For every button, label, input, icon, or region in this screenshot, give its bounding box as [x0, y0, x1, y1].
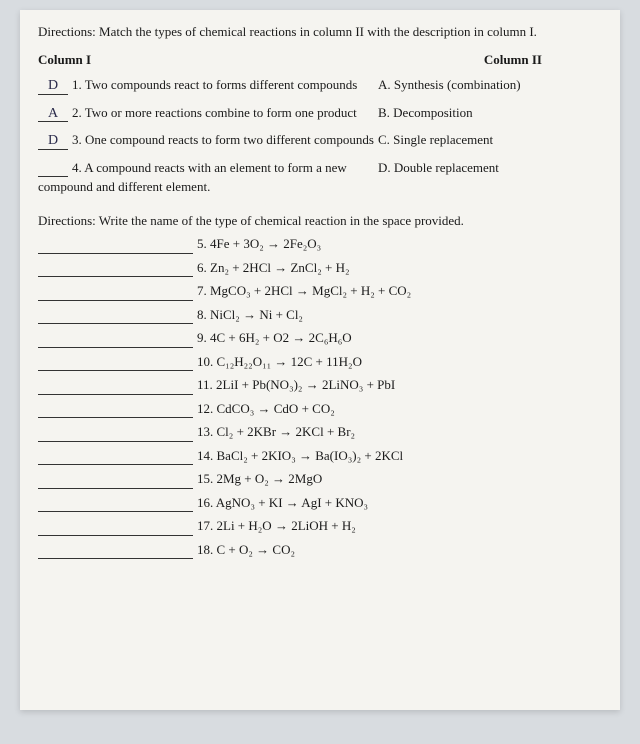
- reaction-answer-blank[interactable]: [38, 331, 193, 348]
- reaction-answer-blank[interactable]: [38, 401, 193, 418]
- match-description: Two compounds react to forms different c…: [85, 77, 358, 92]
- reaction-answer-blank[interactable]: [38, 260, 193, 277]
- reaction-answer-blank[interactable]: [38, 307, 193, 324]
- reaction-row: 17. 2Li + H₂O → 2LiOH + H₂: [38, 516, 602, 536]
- match-option: C. Single replacement: [378, 130, 602, 150]
- reaction-answer-blank[interactable]: [38, 495, 193, 512]
- reaction-equation: 14. BaCl₂ + 2KIO₃ → Ba(IO₃)₂ + 2KCl: [193, 446, 403, 466]
- directions-1: Directions: Match the types of chemical …: [38, 22, 602, 42]
- match-option: A. Synthesis (combination): [378, 75, 602, 95]
- match-option: B. Decomposition: [378, 103, 602, 123]
- reaction-answer-blank[interactable]: [38, 354, 193, 371]
- reaction-equation: 15. 2Mg + O₂ → 2MgO: [193, 469, 322, 489]
- reaction-row: 15. 2Mg + O₂ → 2MgO: [38, 469, 602, 489]
- col2-header: Column II: [484, 50, 542, 70]
- match-row: D 1. Two compounds react to forms differe…: [38, 75, 602, 95]
- column-headers: Column I Column II: [38, 50, 602, 70]
- match-number: 4.: [72, 160, 84, 175]
- reaction-answer-blank[interactable]: [38, 425, 193, 442]
- directions-2: Directions: Write the name of the type o…: [38, 211, 602, 231]
- match-description: One compound reacts to form two differen…: [85, 132, 374, 147]
- worksheet-page: Directions: Match the types of chemical …: [20, 10, 620, 710]
- answer-blank[interactable]: [38, 176, 68, 177]
- match-number: 1.: [72, 77, 85, 92]
- match-col1: D 3. One compound reacts to form two diff…: [38, 130, 378, 150]
- match-row: D 3. One compound reacts to form two diff…: [38, 130, 602, 150]
- answer-blank[interactable]: D: [38, 133, 68, 149]
- reaction-answer-blank[interactable]: [38, 378, 193, 395]
- col1-header: Column I: [38, 50, 91, 70]
- reaction-row: 6. Zn₂ + 2HCl → ZnCl₂ + H₂: [38, 258, 602, 278]
- reaction-equation: 6. Zn₂ + 2HCl → ZnCl₂ + H₂: [193, 258, 349, 278]
- answer-blank[interactable]: A: [38, 106, 68, 122]
- match-col1: 4. A compound reacts with an element to …: [38, 158, 378, 197]
- reaction-equation: 9. 4C + 6H₂ + O2 → 2C₆H₆O: [193, 328, 352, 348]
- match-number: 3.: [72, 132, 85, 147]
- reaction-row: 8. NiCl₂ → Ni + Cl₂: [38, 305, 602, 325]
- matching-section: D 1. Two compounds react to forms differe…: [38, 75, 602, 197]
- reaction-equation: 7. MgCO₃ + 2HCl → MgCl₂ + H₂ + CO₂: [193, 281, 411, 301]
- match-row: 4. A compound reacts with an element to …: [38, 158, 602, 197]
- reaction-row: 5. 4Fe + 3O₂ → 2Fe₂O₃: [38, 234, 602, 254]
- match-option: D. Double replacement: [378, 158, 602, 178]
- match-description: Two or more reactions combine to form on…: [85, 105, 357, 120]
- reaction-answer-blank[interactable]: [38, 237, 193, 254]
- match-col1: A 2. Two or more reactions combine to for…: [38, 103, 378, 123]
- reaction-equation: 5. 4Fe + 3O₂ → 2Fe₂O₃: [193, 234, 321, 254]
- reaction-row: 13. Cl₂ + 2KBr → 2KCl + Br₂: [38, 422, 602, 442]
- reaction-answer-blank[interactable]: [38, 284, 193, 301]
- reaction-answer-blank[interactable]: [38, 542, 193, 559]
- reaction-answer-blank[interactable]: [38, 448, 193, 465]
- reaction-row: 18. C + O₂ → CO₂: [38, 540, 602, 560]
- reaction-equation: 18. C + O₂ → CO₂: [193, 540, 295, 560]
- reaction-row: 10. C₁₂H₂₂O₁₁ → 12C + 11H₂O: [38, 352, 602, 372]
- reaction-equation: 17. 2Li + H₂O → 2LiOH + H₂: [193, 516, 356, 536]
- answer-blank[interactable]: D: [38, 78, 68, 94]
- match-col1: D 1. Two compounds react to forms differe…: [38, 75, 378, 95]
- reaction-equation: 12. CdCO₃ → CdO + CO₂: [193, 399, 335, 419]
- reaction-equation: 10. C₁₂H₂₂O₁₁ → 12C + 11H₂O: [193, 352, 362, 372]
- reaction-equation: 16. AgNO₃ + KI → AgI + KNO₃: [193, 493, 368, 513]
- reaction-equation: 11. 2LiI + Pb(NO₃)₂ → 2LiNO₃ + PbI: [193, 375, 395, 395]
- reactions-section: 5. 4Fe + 3O₂ → 2Fe₂O₃ 6. Zn₂ + 2HCl → Zn…: [38, 234, 602, 559]
- reaction-answer-blank[interactable]: [38, 472, 193, 489]
- reaction-row: 14. BaCl₂ + 2KIO₃ → Ba(IO₃)₂ + 2KCl: [38, 446, 602, 466]
- match-description: A compound reacts with an element to for…: [38, 160, 347, 195]
- reaction-equation: 8. NiCl₂ → Ni + Cl₂: [193, 305, 303, 325]
- reaction-row: 16. AgNO₃ + KI → AgI + KNO₃: [38, 493, 602, 513]
- match-number: 2.: [72, 105, 85, 120]
- match-row: A 2. Two or more reactions combine to for…: [38, 103, 602, 123]
- reaction-equation: 13. Cl₂ + 2KBr → 2KCl + Br₂: [193, 422, 355, 442]
- reaction-row: 11. 2LiI + Pb(NO₃)₂ → 2LiNO₃ + PbI: [38, 375, 602, 395]
- reaction-row: 12. CdCO₃ → CdO + CO₂: [38, 399, 602, 419]
- reaction-answer-blank[interactable]: [38, 519, 193, 536]
- reaction-row: 7. MgCO₃ + 2HCl → MgCl₂ + H₂ + CO₂: [38, 281, 602, 301]
- reaction-row: 9. 4C + 6H₂ + O2 → 2C₆H₆O: [38, 328, 602, 348]
